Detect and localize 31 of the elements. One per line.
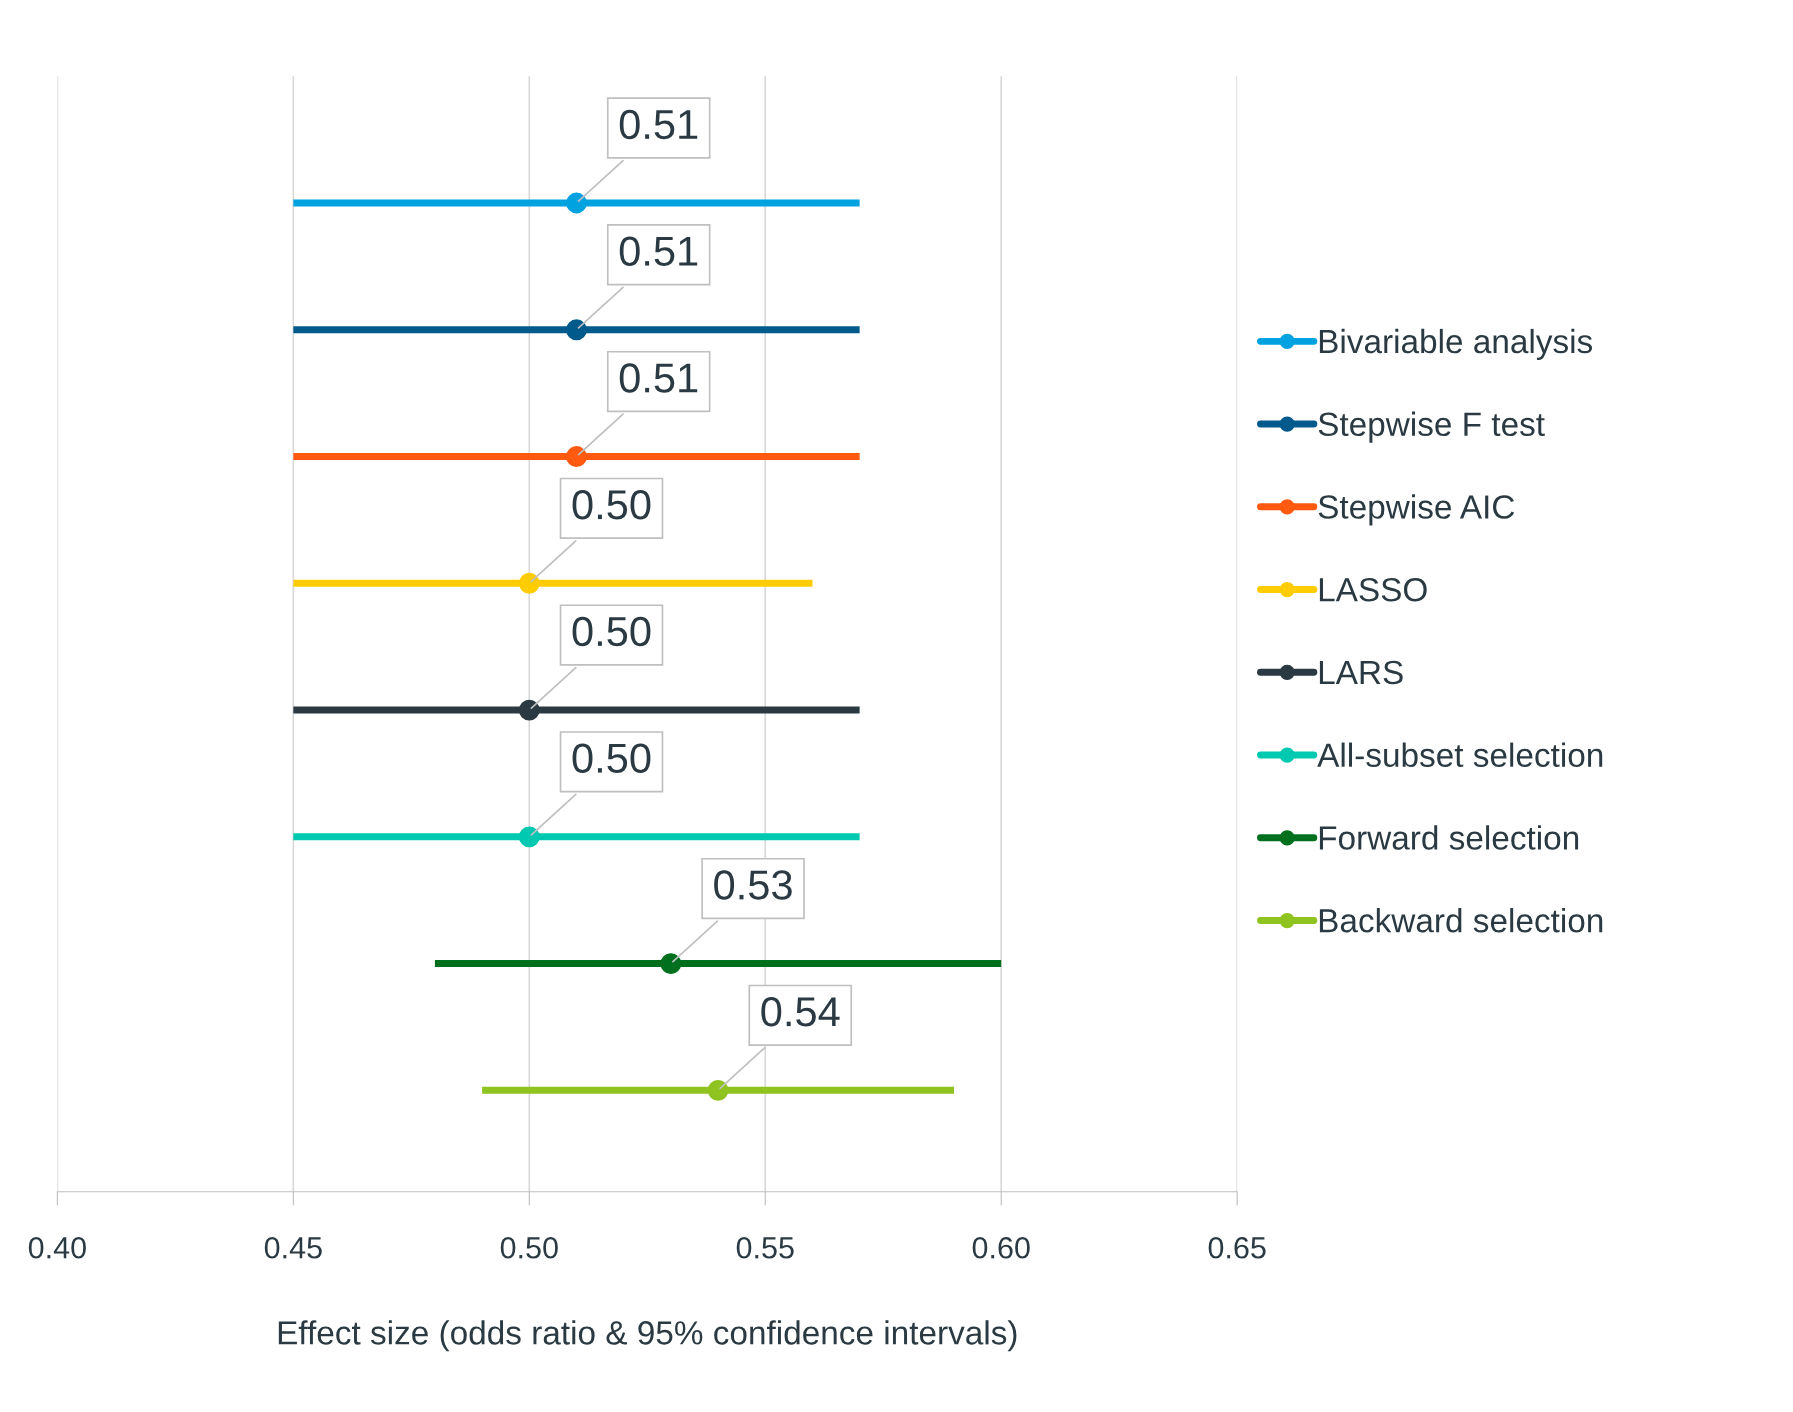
x-axis-title: Effect size (odds ratio & 95% confidence intervals) — [278, 1320, 1017, 1352]
data-label: 0.50 — [572, 743, 651, 774]
data-label: 0.51 — [619, 363, 698, 393]
legend-label: Stepwise AIC — [1318, 494, 1515, 526]
data-label: 0.51 — [619, 109, 698, 140]
data-label: 0.54 — [761, 997, 840, 1027]
point — [518, 572, 540, 594]
point — [518, 826, 540, 848]
point — [566, 319, 587, 341]
legend-label: LASSO — [1319, 577, 1427, 602]
x-tick-label: 0.45 — [264, 1236, 322, 1259]
legend-label: All-subset selection — [1317, 742, 1603, 768]
legend-label: Backward selection — [1319, 908, 1603, 933]
x-tick-label: 0.55 — [736, 1236, 794, 1259]
x-tick-label: 0.65 — [1208, 1236, 1266, 1259]
x-tick-label: 0.60 — [972, 1236, 1030, 1259]
data-label: 0.50 — [572, 616, 651, 647]
legend-label: Forward selection — [1319, 825, 1579, 850]
legend-label: LARS — [1319, 660, 1403, 685]
x-tick-label: 0.50 — [500, 1236, 558, 1259]
point — [707, 1079, 729, 1101]
data-label: 0.51 — [619, 236, 698, 266]
data-label: 0.53 — [714, 870, 792, 900]
point — [566, 446, 587, 467]
legend-label: Stepwise F test — [1318, 411, 1545, 443]
legend-label: Bivariable analysis — [1319, 328, 1593, 360]
x-tick-label: 0.40 — [28, 1236, 86, 1259]
point — [660, 953, 682, 974]
data-label: 0.50 — [572, 489, 651, 520]
point — [566, 192, 587, 214]
point — [518, 699, 540, 721]
